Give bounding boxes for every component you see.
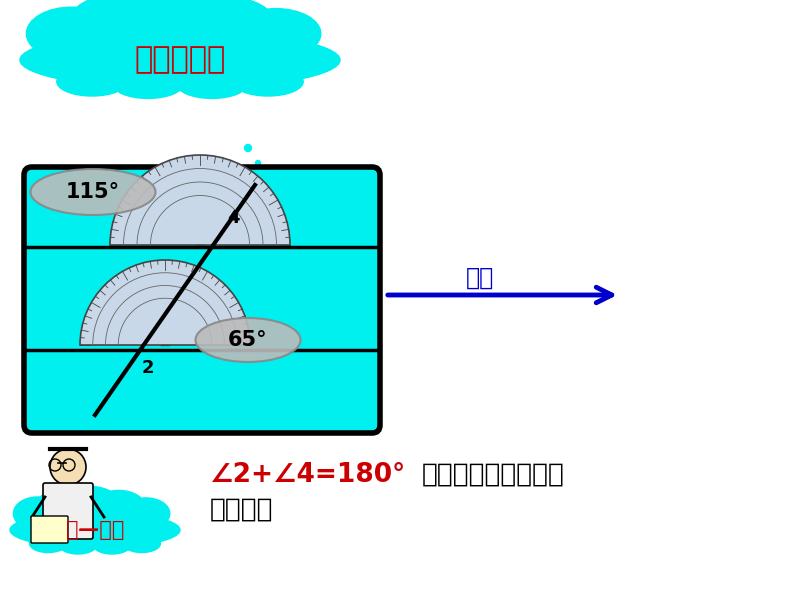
FancyBboxPatch shape <box>43 483 93 539</box>
Ellipse shape <box>30 169 156 215</box>
Text: 4: 4 <box>227 209 239 227</box>
Ellipse shape <box>231 8 321 58</box>
Circle shape <box>50 449 86 485</box>
Ellipse shape <box>68 0 171 54</box>
Text: 65°: 65° <box>228 330 268 350</box>
Text: 想—想：: 想—想： <box>66 520 124 540</box>
Text: 平行吗？: 平行吗？ <box>210 497 273 523</box>
Circle shape <box>245 144 252 151</box>
Ellipse shape <box>122 498 170 529</box>
Text: 2: 2 <box>142 359 154 377</box>
Ellipse shape <box>113 70 183 98</box>
Ellipse shape <box>123 535 160 552</box>
Wedge shape <box>110 155 290 245</box>
FancyBboxPatch shape <box>31 516 68 543</box>
Ellipse shape <box>60 536 97 554</box>
FancyBboxPatch shape <box>24 167 380 433</box>
Text: 小丽的方法: 小丽的方法 <box>134 45 225 74</box>
Ellipse shape <box>10 512 180 548</box>
Ellipse shape <box>195 318 300 362</box>
Text: 能得到上下两个边缘: 能得到上下两个边缘 <box>422 462 565 488</box>
Text: ∠2+∠4=180°: ∠2+∠4=180° <box>210 462 407 488</box>
Circle shape <box>263 173 267 177</box>
Wedge shape <box>80 260 250 345</box>
Ellipse shape <box>174 0 276 54</box>
Ellipse shape <box>57 67 127 96</box>
Ellipse shape <box>91 491 146 526</box>
Text: 抽象: 抽象 <box>466 266 494 290</box>
Ellipse shape <box>233 67 303 96</box>
Ellipse shape <box>29 535 67 552</box>
Ellipse shape <box>36 489 90 526</box>
Ellipse shape <box>20 31 340 89</box>
Ellipse shape <box>116 0 228 53</box>
Ellipse shape <box>13 497 61 530</box>
Ellipse shape <box>94 536 131 554</box>
Ellipse shape <box>61 486 121 526</box>
Circle shape <box>256 160 260 166</box>
Ellipse shape <box>26 7 116 60</box>
Ellipse shape <box>177 70 247 98</box>
Text: 115°: 115° <box>66 182 120 202</box>
